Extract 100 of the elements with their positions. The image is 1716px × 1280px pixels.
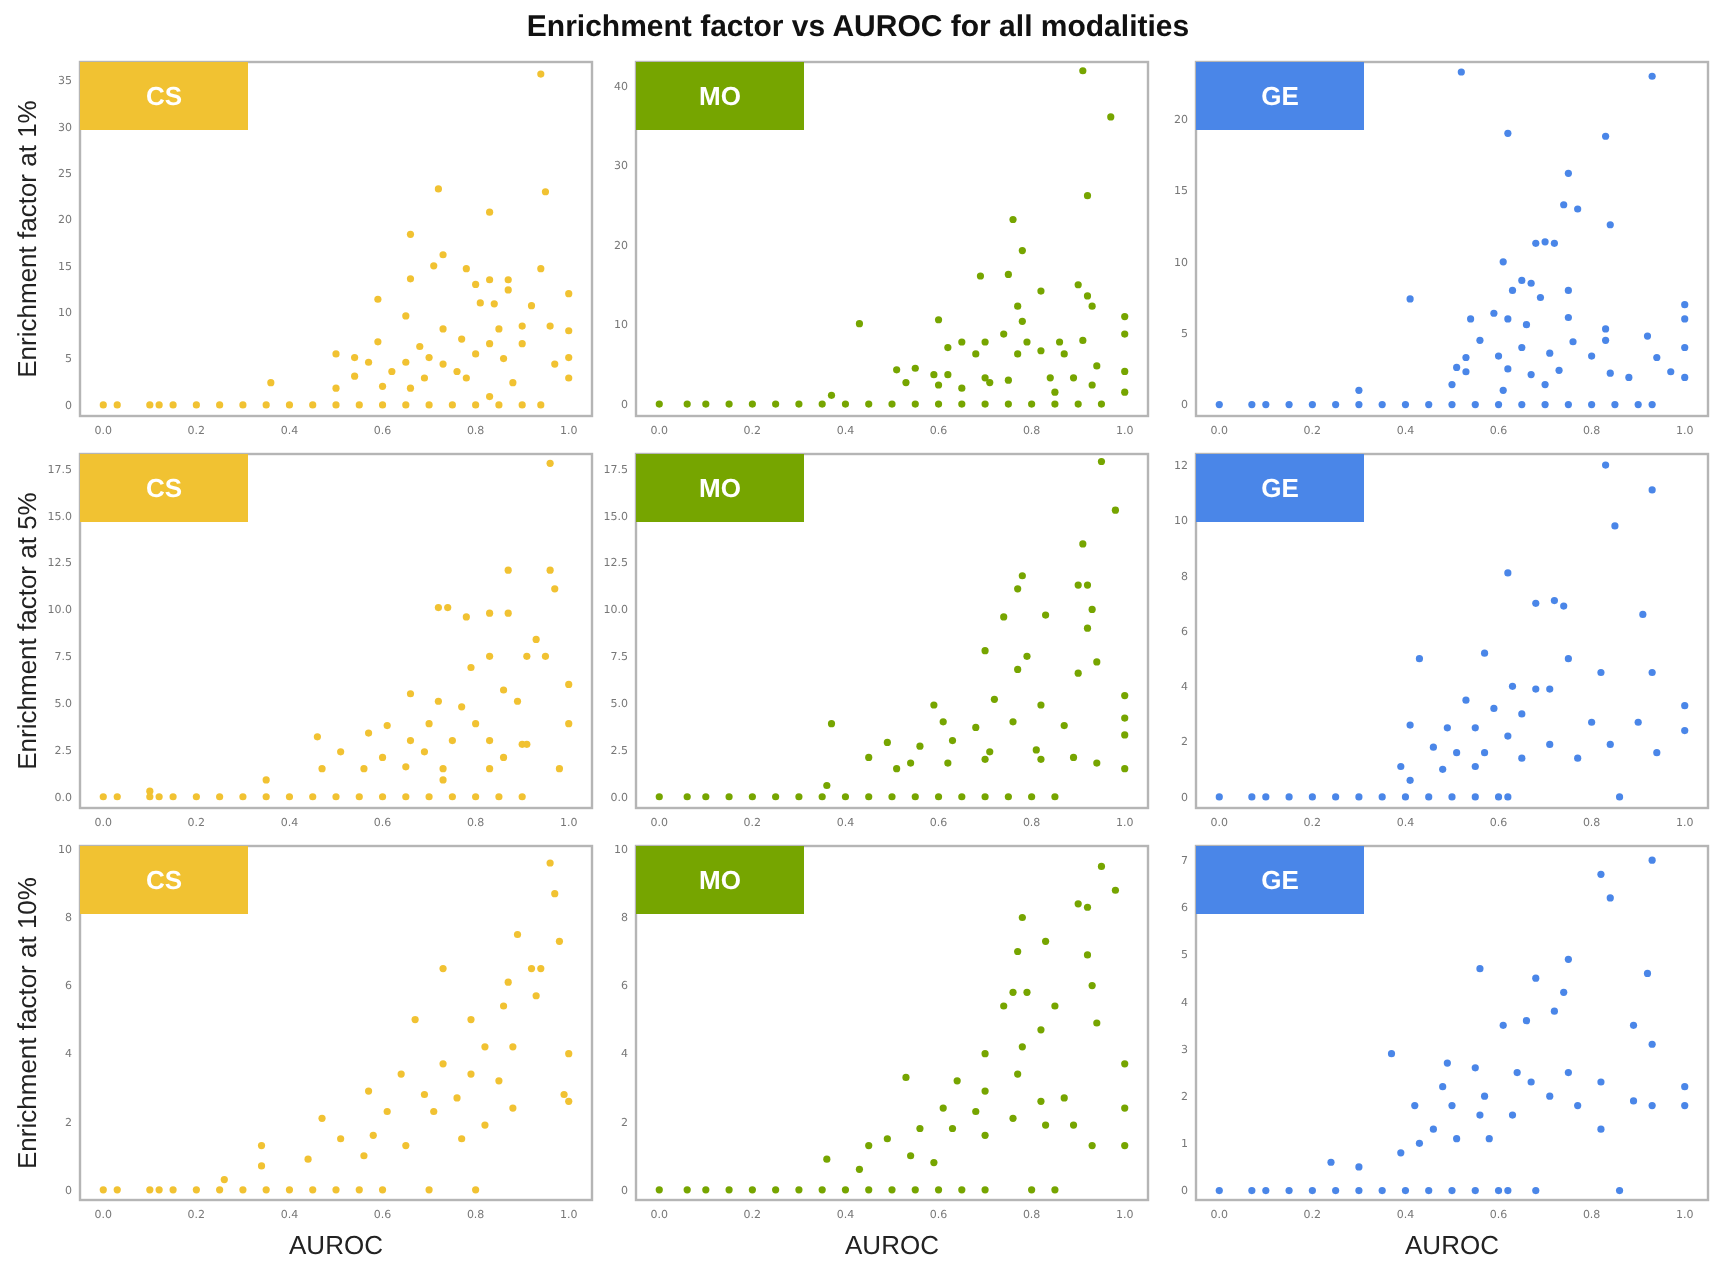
point: [930, 701, 938, 709]
point: [1504, 569, 1512, 577]
point: [1546, 740, 1554, 748]
point: [1042, 1121, 1050, 1129]
point: [1504, 1186, 1512, 1195]
point: [1681, 1083, 1689, 1091]
point: [948, 736, 957, 745]
point: [1262, 1186, 1270, 1195]
point: [1051, 1186, 1059, 1194]
point: [1606, 740, 1614, 748]
point: [1485, 1135, 1493, 1143]
point: [1028, 1186, 1036, 1194]
point: [1069, 1121, 1078, 1129]
point: [1083, 951, 1092, 959]
point: [907, 759, 915, 767]
point: [748, 793, 756, 801]
point: [1308, 793, 1316, 801]
point: [953, 1077, 961, 1085]
x-axis-title: AUROC: [845, 1230, 939, 1260]
point: [1023, 652, 1031, 660]
point: [1037, 701, 1045, 709]
point: [1074, 581, 1082, 589]
point: [1088, 605, 1096, 614]
point: [1532, 974, 1540, 982]
point: [981, 1087, 989, 1095]
point: [1574, 1102, 1582, 1110]
point: [467, 1070, 475, 1078]
point: [818, 1186, 826, 1194]
point: [1018, 1043, 1026, 1051]
text: MO: [699, 865, 741, 895]
point: [1518, 710, 1526, 718]
point: [1490, 704, 1498, 713]
point: [1355, 793, 1363, 801]
y-axis-title: Enrichment factor at 5%: [12, 491, 42, 770]
point: [1546, 1092, 1554, 1100]
point: [1648, 668, 1656, 677]
point: [1439, 765, 1447, 773]
point: [1083, 903, 1092, 911]
point: [1471, 762, 1479, 771]
point: [285, 1186, 294, 1194]
point: [546, 859, 554, 867]
point: [1648, 856, 1656, 864]
point: [1009, 1114, 1017, 1122]
point: [1037, 755, 1045, 763]
point: [827, 720, 836, 728]
point: [1560, 988, 1568, 996]
point: [467, 1016, 475, 1024]
point: [1648, 486, 1656, 494]
point: [902, 1073, 910, 1082]
point: [1443, 724, 1451, 732]
point: [1397, 1149, 1405, 1157]
point: [1471, 793, 1479, 801]
point: [1014, 665, 1022, 673]
point: [1111, 886, 1120, 894]
point: [1308, 1186, 1316, 1195]
point: [1332, 793, 1340, 801]
point: [1615, 793, 1624, 801]
point: [1042, 937, 1050, 945]
point: [1527, 1078, 1535, 1086]
point: [337, 1135, 345, 1143]
point: [981, 1050, 989, 1058]
point: [1248, 1186, 1256, 1195]
point: [1462, 696, 1470, 704]
point: [1550, 596, 1558, 605]
point: [472, 1186, 480, 1194]
point: [1074, 669, 1082, 677]
point: [425, 1186, 433, 1194]
point: [1060, 721, 1068, 730]
point: [1453, 1135, 1461, 1143]
point: [1401, 793, 1410, 801]
point: [1051, 1002, 1059, 1010]
point: [360, 1152, 368, 1160]
point: [1415, 1139, 1424, 1147]
point: [1615, 1186, 1624, 1195]
point: [1009, 988, 1017, 996]
point: [888, 1186, 896, 1194]
point: [1079, 540, 1087, 548]
point: [560, 1090, 568, 1099]
point: [1018, 913, 1026, 922]
point: [916, 1124, 924, 1133]
point: [823, 1155, 831, 1163]
point: [1602, 461, 1610, 469]
point: [818, 793, 826, 801]
point: [1032, 746, 1040, 754]
point: [865, 1186, 873, 1194]
point: [702, 1186, 710, 1194]
point: [1332, 1186, 1340, 1195]
point: [1564, 655, 1572, 663]
point: [888, 793, 896, 801]
point: [555, 937, 564, 945]
point: [495, 1077, 503, 1085]
point: [1215, 793, 1223, 801]
point: [1121, 1141, 1129, 1150]
text: GE: [1261, 865, 1300, 895]
point: [551, 890, 559, 898]
point: [883, 1135, 891, 1143]
point: [1518, 754, 1526, 762]
point: [865, 793, 873, 801]
point: [1004, 793, 1012, 801]
point: [981, 1186, 989, 1194]
